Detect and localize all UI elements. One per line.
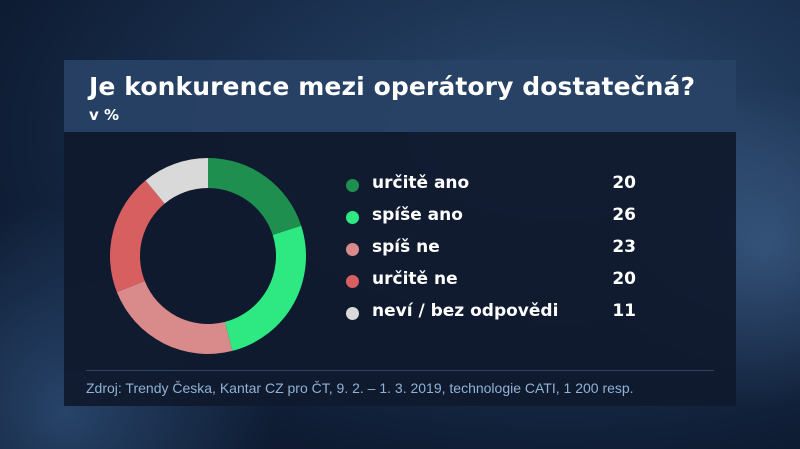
legend-swatch — [346, 179, 359, 192]
legend-value: 23 — [612, 237, 636, 257]
donut-slice-2 — [224, 225, 306, 351]
chart-subtitle: v % — [89, 106, 120, 124]
donut-slice-5 — [145, 158, 208, 204]
source-note: Zdroj: Trendy Česka, Kantar CZ pro ČT, 9… — [86, 380, 634, 396]
chart-body: určitě ano 20 spíše ano 26 spíš ne 23 určitě n… — [64, 132, 736, 406]
donut-slice-4 — [110, 180, 165, 293]
donut-slice-3 — [116, 281, 233, 354]
legend-swatch — [346, 243, 359, 256]
legend: určitě ano 20 spíše ano 26 spíš ne 23 určitě n… — [346, 170, 636, 330]
legend-label: určitě ne — [372, 269, 458, 289]
donut-chart — [110, 158, 306, 354]
legend-label: neví / bez odpovědi — [372, 301, 559, 321]
legend-value: 26 — [612, 205, 636, 225]
footer-divider — [86, 370, 714, 371]
header: Je konkurence mezi operátory dostatečná?… — [64, 60, 736, 132]
legend-swatch — [346, 307, 359, 320]
legend-label: spíše ano — [372, 205, 463, 225]
legend-item: neví / bez odpovědi 11 — [346, 298, 636, 330]
legend-swatch — [346, 275, 359, 288]
legend-item: spíš ne 23 — [346, 234, 636, 266]
chart-panel: Je konkurence mezi operátory dostatečná?… — [64, 60, 736, 406]
legend-value: 20 — [612, 269, 636, 289]
legend-label: spíš ne — [372, 237, 440, 257]
legend-swatch — [346, 211, 359, 224]
legend-label: určitě ano — [372, 173, 470, 193]
donut-slice-1 — [208, 158, 302, 235]
legend-value: 20 — [612, 173, 636, 193]
legend-item: spíše ano 26 — [346, 202, 636, 234]
legend-item: určitě ano 20 — [346, 170, 636, 202]
legend-item: určitě ne 20 — [346, 266, 636, 298]
chart-title: Je konkurence mezi operátory dostatečná? — [89, 72, 696, 101]
legend-value: 11 — [612, 301, 636, 321]
